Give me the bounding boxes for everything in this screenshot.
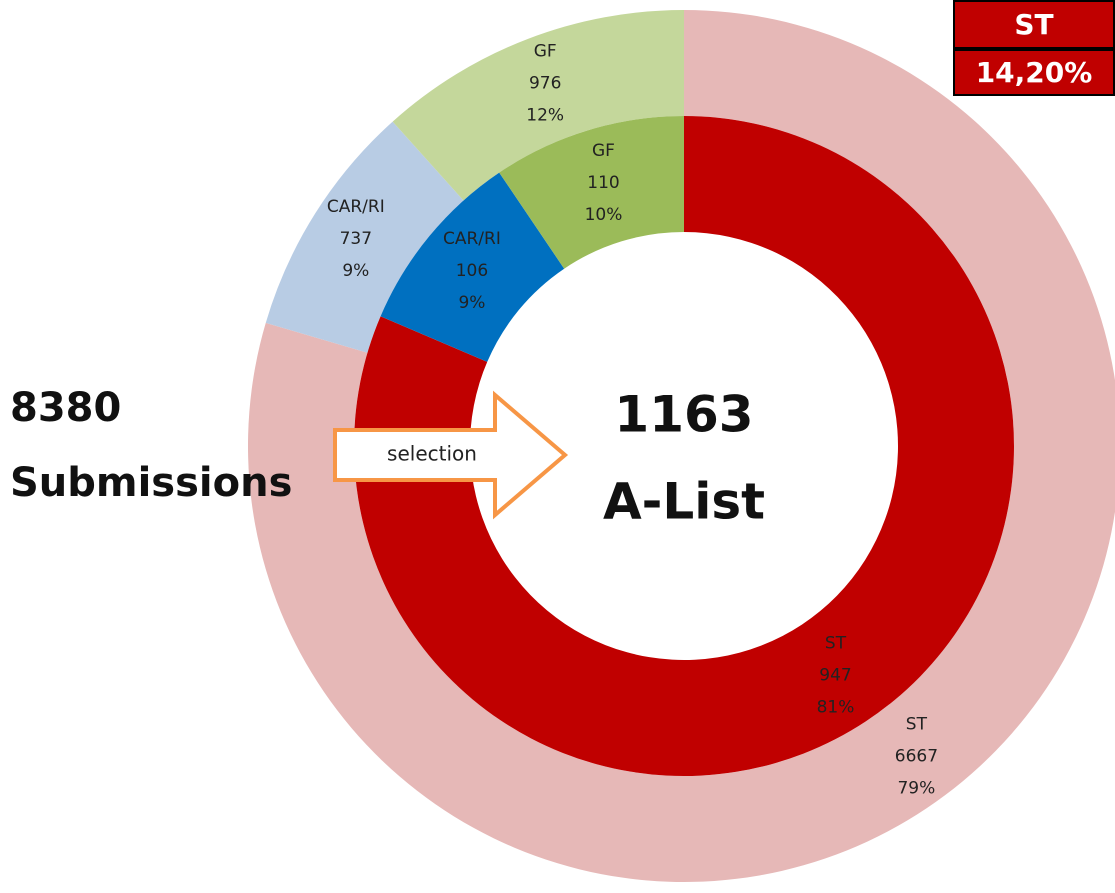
alist-count: 1163: [614, 386, 753, 444]
wedge: [354, 116, 1014, 776]
wedge-category: CAR/RI: [443, 229, 501, 249]
wedge-percent: 81%: [817, 698, 855, 718]
wedge-value: 106: [456, 261, 488, 281]
wedge: [380, 172, 565, 362]
donut: [248, 10, 1115, 882]
box-title-cell: [953, 0, 1115, 49]
box-value: 14,20%: [976, 56, 1093, 89]
wedge-value: 6667: [895, 747, 938, 767]
wedge: [392, 10, 684, 201]
wedge: [499, 116, 684, 269]
wedge-value: 737: [340, 229, 372, 249]
wedge-percent: 9%: [342, 261, 369, 281]
wedge-category: GF: [534, 42, 557, 62]
wedge-category: ST: [825, 634, 847, 654]
wedge-value: 976: [529, 74, 561, 94]
wedge-percent: 9%: [458, 293, 485, 313]
wedge-value: 110: [587, 173, 619, 193]
wedge: [265, 121, 464, 353]
arrow-label: selection: [387, 442, 477, 466]
selection-arrow: [333, 390, 569, 520]
alist-label: A-List: [603, 473, 765, 531]
wedge-percent: 12%: [526, 106, 564, 126]
wedge-value: 947: [819, 666, 851, 686]
box-title: ST: [1014, 8, 1053, 41]
wedge-category: ST: [906, 715, 928, 735]
box-value-cell: [953, 49, 1115, 96]
wedge-percent: 79%: [897, 779, 935, 799]
wedge-category: CAR/RI: [327, 197, 385, 217]
wedge-percent: 10%: [585, 205, 623, 225]
wedge-category: GF: [592, 141, 615, 161]
submissions-count: 8380: [10, 385, 121, 431]
submissions-label: Submissions: [10, 460, 292, 506]
